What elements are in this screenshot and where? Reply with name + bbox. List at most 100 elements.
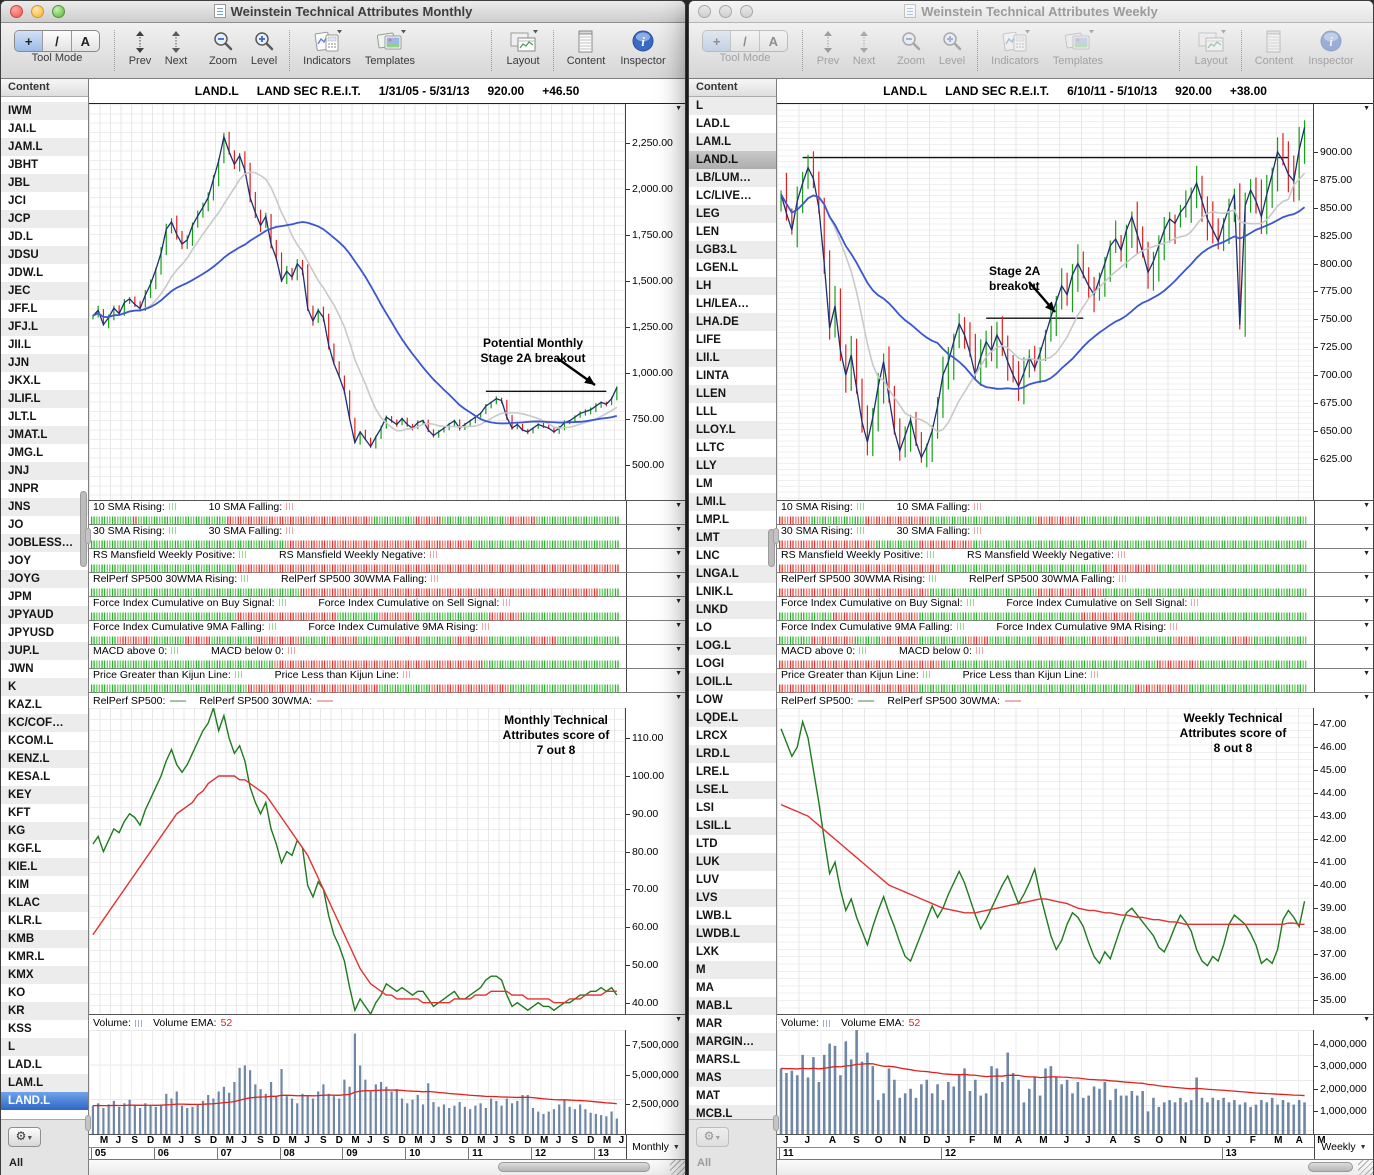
symbol-list-item[interactable]: JBL <box>1 174 88 192</box>
symbol-list-item[interactable]: JWN <box>8 663 34 675</box>
zoom-button[interactable] <box>52 5 65 18</box>
layout-button[interactable]: Layout <box>1187 28 1235 67</box>
inspector-button[interactable]: i Inspector <box>1301 28 1361 67</box>
symbol-list-item[interactable]: LWDB.L <box>689 925 776 943</box>
symbol-list[interactable]: IVZIWM JAI.L JAM.L JBHT JBL JCI JCP JD.L JDSU JDW… <box>1 97 88 1119</box>
symbol-list-item[interactable]: JKX.L <box>8 375 41 387</box>
symbol-list-item[interactable]: LRCX <box>696 730 728 742</box>
tool-mode-segmented[interactable]: + / A <box>702 30 788 52</box>
symbol-list-item[interactable]: MARS.L <box>696 1054 741 1066</box>
symbol-list-item[interactable]: JO <box>8 519 24 531</box>
content-button[interactable]: Content <box>1249 28 1299 67</box>
symbol-list-item[interactable]: KSS <box>8 1023 32 1035</box>
disclosure-icon[interactable]: ▼ <box>675 1016 682 1023</box>
volume-plot[interactable] <box>777 1030 1314 1134</box>
symbol-list-item[interactable]: KGF.L <box>8 843 42 855</box>
splitter-handle[interactable] <box>773 1115 779 1131</box>
symbol-list-item[interactable]: LSI <box>696 802 714 814</box>
symbol-list-item[interactable]: JLIF.L <box>1 390 88 408</box>
symbol-list-item[interactable]: LINTA <box>696 370 730 382</box>
symbol-list-item[interactable]: KFT <box>8 807 31 819</box>
disclosure-icon[interactable]: ▼ <box>675 670 682 677</box>
disclosure-icon[interactable]: ▼ <box>1363 670 1370 677</box>
line-tool-button[interactable]: / <box>43 31 72 51</box>
disclosure-icon[interactable]: ▼ <box>1363 574 1370 581</box>
text-tool-button[interactable]: A <box>80 33 91 49</box>
symbol-list-item[interactable]: LLL <box>696 406 718 418</box>
symbol-list-item[interactable]: MARGIN… <box>689 1033 776 1051</box>
resize-grip[interactable] <box>670 1160 685 1175</box>
disclosure-icon[interactable]: ▼ <box>675 694 682 701</box>
symbol-list-item[interactable]: KLR.L <box>8 915 42 927</box>
symbol-list-item[interactable]: KO <box>8 987 26 999</box>
relperf-plot[interactable] <box>89 708 626 1014</box>
symbol-list-item[interactable]: LSE.L <box>689 781 776 799</box>
symbol-list-item[interactable]: LB/LUM… <box>689 169 776 187</box>
relperf-chart[interactable] <box>89 708 626 1014</box>
symbol-list-item[interactable]: MCB.L <box>689 1105 776 1119</box>
disclosure-icon[interactable]: ▼ <box>1363 694 1370 701</box>
disclosure-icon[interactable]: ▼ <box>1363 105 1370 112</box>
symbol-list-item[interactable]: JII.L <box>8 339 32 351</box>
prev-button[interactable]: Prev <box>810 28 846 67</box>
symbol-list-item[interactable]: MAB.L <box>689 997 776 1015</box>
splitter-handle[interactable] <box>85 528 91 544</box>
symbol-list-item[interactable]: LMT <box>689 529 776 547</box>
price-plot[interactable] <box>777 104 1314 500</box>
disclosure-icon[interactable]: ▼ <box>675 622 682 629</box>
templates-button[interactable]: Templates <box>359 28 421 67</box>
symbol-list-item[interactable]: LII.L <box>689 349 776 367</box>
volume-plot[interactable] <box>89 1030 626 1134</box>
disclosure-icon[interactable]: ▼ <box>1363 622 1370 629</box>
zoom-in-button[interactable]: Level <box>931 28 973 67</box>
disclosure-icon[interactable]: ▼ <box>1363 502 1370 509</box>
scrollbar-thumb[interactable] <box>1308 1162 1353 1172</box>
symbol-list-item[interactable]: KEY <box>1 786 88 804</box>
next-button[interactable]: Next <box>158 28 194 67</box>
symbol-list-item[interactable]: LOGI <box>696 658 725 670</box>
symbol-list-item[interactable]: LEG <box>689 205 776 223</box>
price-chart[interactable] <box>777 104 1314 500</box>
relperf-chart[interactable] <box>777 708 1314 1014</box>
symbol-list-item[interactable]: LWB.L <box>696 910 732 922</box>
symbol-list-item[interactable]: JFF.L <box>8 303 38 315</box>
symbol-list-item[interactable]: KMX <box>1 966 88 984</box>
symbol-list-item[interactable]: LM <box>696 478 713 490</box>
symbol-list-item[interactable]: KESA.L <box>8 771 51 783</box>
symbol-list-item[interactable]: LLEN <box>689 385 776 403</box>
symbol-list-item[interactable]: LRE.L <box>696 766 730 778</box>
symbol-list-item[interactable]: JOYG <box>1 570 88 588</box>
symbol-list-item[interactable]: JUP.L <box>1 642 88 660</box>
resize-grip[interactable] <box>1358 1160 1373 1175</box>
symbol-list-item[interactable]: LAD.L <box>696 118 730 130</box>
tool-mode-segmented[interactable]: + / A <box>14 30 100 52</box>
symbol-list-item[interactable]: JDW.L <box>8 267 44 279</box>
crosshair-tool-button[interactable]: + <box>15 31 44 51</box>
line-tool-button[interactable]: / <box>731 31 760 51</box>
symbol-list-item[interactable]: LLOY.L <box>689 421 776 439</box>
symbol-list-item[interactable]: LGB3.L <box>689 241 776 259</box>
symbol-list-item[interactable]: KENZ.L <box>1 750 88 768</box>
symbol-list-item[interactable]: KR <box>1 1002 88 1020</box>
price-plot[interactable] <box>89 104 626 500</box>
disclosure-icon[interactable]: ▼ <box>675 502 682 509</box>
symbol-list-item[interactable]: LC/LIVE… <box>696 190 752 202</box>
period-dropdown[interactable]: Weekly ▼ <box>1314 1135 1373 1159</box>
minimize-button[interactable] <box>31 5 44 18</box>
symbol-list-item-selected[interactable]: LAND.L <box>1 1092 88 1110</box>
minimize-button[interactable] <box>719 5 732 18</box>
symbol-list-item[interactable]: MAS <box>689 1069 776 1087</box>
indicators-button[interactable]: Indicators <box>297 28 357 67</box>
symbol-list-item[interactable]: LSIL.L <box>689 817 776 835</box>
period-dropdown[interactable]: Monthly ▼ <box>626 1135 685 1159</box>
disclosure-icon[interactable]: ▼ <box>675 598 682 605</box>
symbol-list-item[interactable]: JEC <box>1 282 88 300</box>
symbol-list-item[interactable]: LHA.DE <box>689 313 776 331</box>
symbol-list-item[interactable]: L <box>689 97 776 115</box>
crosshair-tool-button[interactable]: + <box>703 31 732 51</box>
symbol-list-item[interactable]: LTD <box>696 838 718 850</box>
symbol-list-item[interactable]: K <box>1 678 88 696</box>
action-menu-button[interactable]: ⚙▼ <box>8 1127 41 1147</box>
disclosure-icon[interactable]: ▼ <box>1363 598 1370 605</box>
symbol-list-item[interactable]: JBHT <box>8 159 39 171</box>
